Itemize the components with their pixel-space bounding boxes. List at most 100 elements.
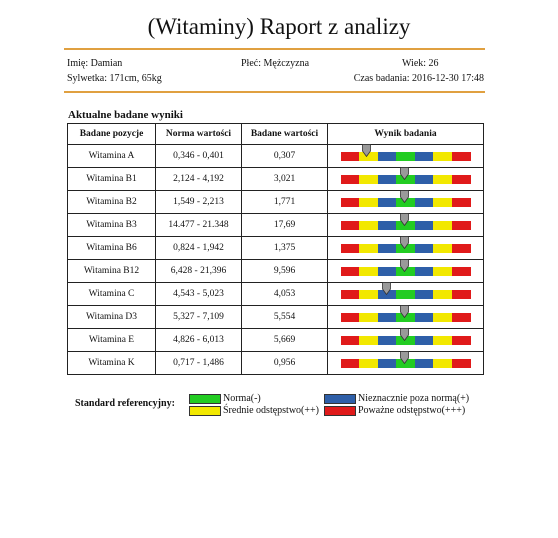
section-title: Aktualne badane wyniki <box>68 109 183 121</box>
legend-item-medium: Średnie odstępstwo(++) <box>189 405 319 416</box>
scale-segment <box>433 312 452 322</box>
measured-value-cell: 0,956 <box>241 351 328 375</box>
scale-segment <box>433 197 452 207</box>
scale-segment <box>451 266 471 276</box>
result-scale-bar <box>340 350 471 368</box>
scale-segment <box>433 174 452 184</box>
measured-value-cell: 5,554 <box>241 305 328 329</box>
item-name-cell: Witamina K <box>67 351 156 375</box>
result-scale-bar <box>340 327 471 345</box>
scale-segment <box>359 266 378 276</box>
table-row: Witamina D3 5,327 - 7,109 5,554 <box>67 304 484 329</box>
scale-segment <box>377 335 397 345</box>
scale-segment <box>396 243 415 253</box>
patient-build: Sylwetka: 171cm, 65kg <box>67 73 162 84</box>
scale-segment <box>396 151 415 161</box>
legend-swatch-yellow <box>189 405 221 416</box>
patient-sex: Płeć: Mężczyzna <box>241 58 310 69</box>
result-scale-bar <box>340 166 471 184</box>
norm-range-cell: 2,124 - 4,192 <box>155 167 242 191</box>
level-marker-icon <box>399 258 409 272</box>
patient-age: Wiek: 26 <box>402 58 439 69</box>
scale-segment <box>451 335 471 345</box>
result-bar-cell <box>327 189 484 214</box>
item-name-cell: Witamina B3 <box>67 213 156 237</box>
legend-label: Poważne odstępstwo(+++) <box>358 405 466 416</box>
scale-segment <box>377 289 397 299</box>
scale-segment <box>414 174 434 184</box>
result-bar-cell <box>327 350 484 375</box>
item-name-cell: Witamina A <box>67 144 156 168</box>
table-header-row: Badane pozycje Norma wartości Badane war… <box>67 123 484 145</box>
table-row: Witamina B2 1,549 - 2,213 1,771 <box>67 189 484 214</box>
scale-segment <box>377 266 397 276</box>
scale-segment <box>433 243 452 253</box>
scale-segment <box>359 220 378 230</box>
norm-range-cell: 6,428 - 21,396 <box>155 259 242 283</box>
result-bar-cell <box>327 143 484 168</box>
header-range: Norma wartości <box>155 123 242 145</box>
results-table: Badane pozycje Norma wartości Badane war… <box>67 123 484 375</box>
header-item: Badane pozycje <box>67 123 156 145</box>
norm-range-cell: 0,824 - 1,942 <box>155 236 242 260</box>
table-row: Witamina B3 14.477 - 21.348 17,69 <box>67 212 484 237</box>
norm-range-cell: 0,717 - 1,486 <box>155 351 242 375</box>
scale-segment <box>359 151 378 161</box>
scale-segment <box>396 174 415 184</box>
legend-label: Średnie odstępstwo(++) <box>223 405 319 416</box>
scale-segment <box>396 289 415 299</box>
scale-segment <box>414 220 434 230</box>
measured-value-cell: 17,69 <box>241 213 328 237</box>
result-bar-cell <box>327 327 484 352</box>
item-name-cell: Witamina B12 <box>67 259 156 283</box>
table-row: Witamina K 0,717 - 1,486 0,956 <box>67 350 484 375</box>
header-result: Wynik badania <box>327 123 484 145</box>
norm-range-cell: 4,826 - 6,013 <box>155 328 242 352</box>
legend-swatch-green <box>189 393 221 404</box>
scale-segment <box>414 289 434 299</box>
norm-range-cell: 0,346 - 0,401 <box>155 144 242 168</box>
legend-item-serious: Poważne odstępstwo(+++) <box>324 405 465 416</box>
scale-segment <box>433 358 452 368</box>
scale-segment <box>340 312 360 322</box>
legend-swatch-blue <box>324 393 356 404</box>
header-rule-top <box>64 48 485 50</box>
scale-segment <box>414 151 434 161</box>
scale-segment <box>359 174 378 184</box>
legend-swatch-red <box>324 405 356 416</box>
norm-range-cell: 5,327 - 7,109 <box>155 305 242 329</box>
scale-segment <box>377 174 397 184</box>
legend-label: Nieznacznie poza normą(+) <box>358 393 470 404</box>
scale-segment <box>377 243 397 253</box>
scale-segment <box>451 289 471 299</box>
norm-range-cell: 4,543 - 5,023 <box>155 282 242 306</box>
scale-segment <box>414 335 434 345</box>
scale-segment <box>396 335 415 345</box>
result-bar-cell <box>327 258 484 283</box>
scale-segment <box>396 197 415 207</box>
scale-segment <box>340 197 360 207</box>
result-bar-cell <box>327 281 484 306</box>
reference-label: Standard referencyjny: <box>75 398 175 409</box>
norm-range-cell: 14.477 - 21.348 <box>155 213 242 237</box>
result-scale-bar <box>340 212 471 230</box>
scale-segment <box>433 289 452 299</box>
measured-value-cell: 5,669 <box>241 328 328 352</box>
legend-item-norma: Norma(-) <box>189 393 261 404</box>
scale-segment <box>396 266 415 276</box>
scale-segment <box>340 151 360 161</box>
scale-segment <box>396 220 415 230</box>
level-marker-icon <box>399 235 409 249</box>
scale-segment <box>414 312 434 322</box>
measured-value-cell: 4,053 <box>241 282 328 306</box>
scale-segment <box>433 151 452 161</box>
scale-segment <box>377 151 397 161</box>
measured-value-cell: 0,307 <box>241 144 328 168</box>
level-marker-icon <box>399 350 409 364</box>
result-scale-bar <box>340 304 471 322</box>
measured-value-cell: 9,596 <box>241 259 328 283</box>
result-scale-bar <box>340 281 471 299</box>
header-rule-bottom <box>64 91 485 93</box>
scale-segment <box>396 358 415 368</box>
level-marker-icon <box>381 281 391 295</box>
